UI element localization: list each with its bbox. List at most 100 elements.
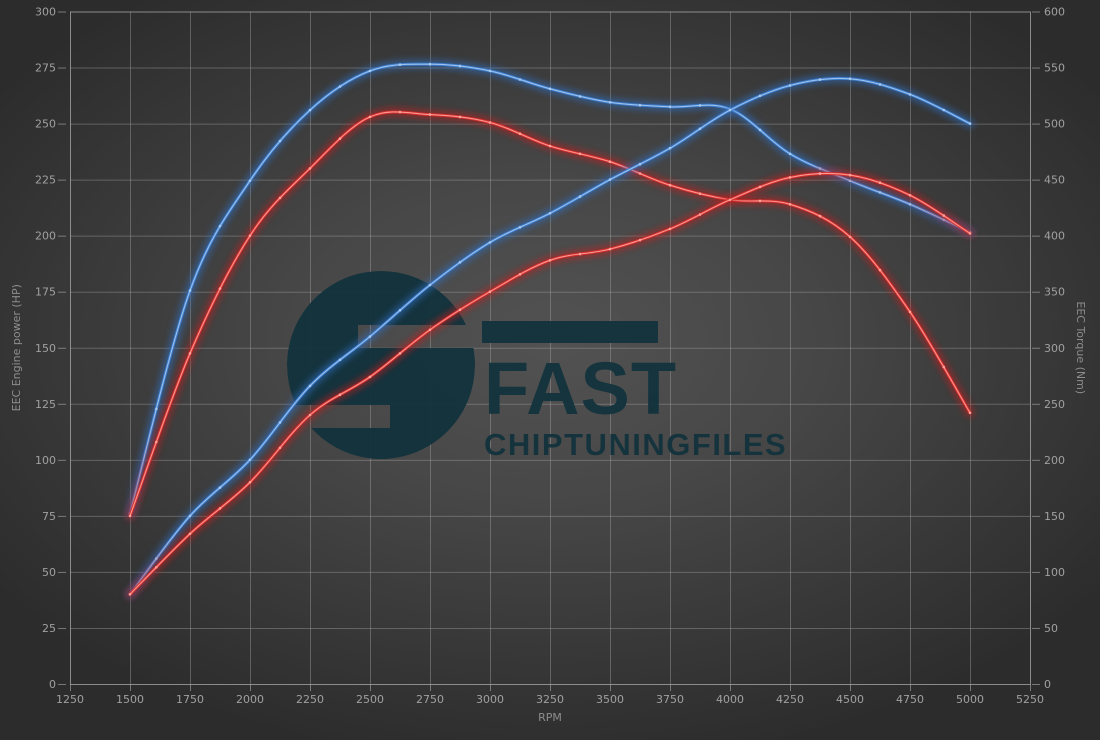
y-left-tick-label: 175 — [35, 286, 56, 299]
x-tick-label: 1500 — [116, 693, 144, 706]
data-point-dot — [398, 63, 402, 66]
data-point-dot — [398, 309, 402, 312]
data-point-dot — [188, 514, 192, 518]
data-point-dot — [578, 195, 582, 198]
data-point-dot — [698, 104, 702, 107]
data-point-dot — [518, 78, 522, 81]
data-point-dot — [458, 115, 462, 119]
y-left-tick-label: 25 — [42, 622, 56, 635]
data-point-dot — [518, 273, 522, 276]
data-point-dot — [758, 128, 762, 132]
data-point-dot — [488, 121, 492, 124]
data-point-dot — [788, 203, 792, 206]
curve-highlight — [129, 111, 971, 517]
data-point-dot — [188, 352, 192, 355]
logo-subtitle: CHIPTUNINGFILES — [484, 427, 787, 462]
y-left-tick-label: 250 — [35, 118, 56, 131]
data-point-dot — [458, 308, 462, 312]
data-point-dot — [548, 259, 552, 262]
y-right-tick-label: 450 — [1044, 174, 1065, 187]
data-point-dot — [368, 115, 372, 119]
data-point-dot — [818, 78, 822, 81]
x-tick-label: 4500 — [836, 693, 864, 706]
data-point-dot — [248, 458, 252, 462]
data-point-dot — [218, 486, 222, 489]
x-tick-label: 3750 — [656, 693, 684, 706]
data-point-dot — [848, 77, 852, 81]
x-tick-label: 4250 — [776, 693, 804, 706]
logo-title: FAST — [484, 347, 677, 430]
data-point-dot — [638, 238, 642, 242]
y-left-tick-label: 150 — [35, 342, 56, 355]
logo-bar — [482, 321, 658, 343]
x-tick-label: 5000 — [956, 693, 984, 706]
data-point-dot — [248, 234, 252, 237]
y-left-tick-label: 200 — [35, 230, 56, 243]
data-point-dot — [278, 196, 282, 200]
data-point-dot — [668, 227, 672, 231]
y-left-tick-label: 100 — [35, 454, 56, 467]
y-right-tick-label: 500 — [1044, 118, 1065, 131]
x-tick-label: 4000 — [716, 693, 744, 706]
data-point-dot — [908, 194, 912, 197]
data-point-dot — [428, 62, 432, 66]
data-point-dot — [758, 199, 762, 203]
y-right-axis-title: EEC Torque (Nm) — [1074, 301, 1087, 394]
data-point-dot — [608, 247, 612, 251]
data-point-dot — [188, 532, 192, 536]
data-point-dot — [518, 226, 522, 229]
data-point-dot — [908, 310, 912, 314]
data-point-dot — [728, 198, 732, 202]
data-point-dot — [128, 514, 132, 518]
data-point-dot — [368, 375, 372, 379]
data-point-dot — [278, 446, 282, 450]
x-tick-label: 4750 — [896, 693, 924, 706]
data-point-dot — [668, 105, 672, 109]
y-left-tick-label: 300 — [35, 6, 56, 19]
y-right-tick-label: 300 — [1044, 342, 1065, 355]
data-point-dot — [698, 213, 702, 216]
x-tick-label: 2000 — [236, 693, 264, 706]
data-point-dot — [878, 181, 882, 184]
y-right-tick-label: 550 — [1044, 62, 1065, 75]
x-tick-label: 2500 — [356, 693, 384, 706]
curve-stock-torque — [125, 107, 975, 521]
x-tick-label: 5250 — [1016, 693, 1044, 706]
data-point-dot — [788, 84, 792, 87]
data-point-dot — [308, 384, 312, 388]
data-point-dot — [338, 393, 342, 397]
data-point-dot — [308, 167, 312, 170]
y-right-tick-label: 100 — [1044, 566, 1065, 579]
data-point-dot — [188, 289, 192, 292]
data-point-dot — [248, 481, 252, 484]
data-point-dot — [848, 235, 852, 239]
data-point-dot — [488, 241, 492, 244]
data-point-dot — [368, 69, 372, 73]
data-point-dot — [278, 139, 282, 143]
data-point-dot — [968, 232, 972, 235]
y-left-tick-label: 50 — [42, 566, 56, 579]
data-point-dot — [548, 144, 552, 148]
data-point-dot — [698, 127, 702, 131]
data-point-dot — [968, 411, 972, 415]
data-point-dot — [518, 132, 522, 135]
data-point-dot — [398, 110, 402, 114]
data-point-dot — [578, 252, 582, 256]
data-point-dot — [155, 440, 158, 444]
data-point-dot — [668, 183, 672, 187]
y-right-tick-label: 0 — [1044, 678, 1051, 691]
data-point-dot — [878, 83, 882, 86]
y-right-tick-label: 250 — [1044, 398, 1065, 411]
data-point-dot — [942, 214, 946, 217]
data-point-dot — [155, 566, 158, 569]
data-point-dot — [338, 137, 342, 140]
data-point-dot — [488, 69, 492, 73]
data-point-dot — [308, 108, 312, 112]
y-right-tick-label: 200 — [1044, 454, 1065, 467]
x-tick-label: 3250 — [536, 693, 564, 706]
y-left-tick-label: 225 — [35, 174, 56, 187]
x-tick-label: 3500 — [596, 693, 624, 706]
